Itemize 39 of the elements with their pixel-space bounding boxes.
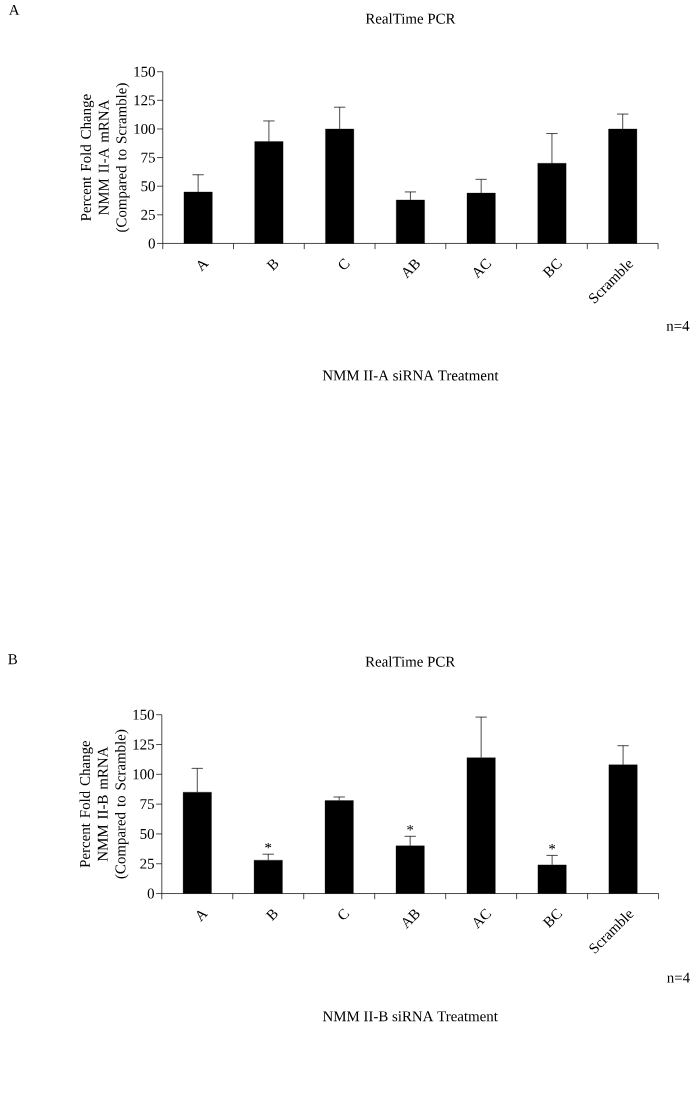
x-tick-label: B	[265, 909, 278, 922]
x-tick-label: A	[196, 910, 209, 922]
x-tick-label: C	[338, 908, 350, 920]
y-tick-label: 100	[133, 769, 154, 780]
y-tick-label: 100	[134, 123, 155, 134]
x-tick-label: A	[197, 260, 210, 272]
y-tick-label: 75	[141, 152, 155, 163]
y-tick-label: 50	[140, 828, 154, 839]
x-tick-label: AB	[403, 259, 420, 279]
x-tick-label: AC	[473, 908, 492, 929]
y-tick-label: 25	[141, 209, 155, 220]
y-tick-label: 125	[134, 95, 155, 106]
y-tick-label: 125	[133, 739, 154, 750]
x-tick-label: B	[266, 259, 279, 271]
y-tick-label: 75	[140, 799, 154, 810]
y-tick-label: 0	[148, 238, 155, 249]
x-tick-label: C	[338, 258, 350, 270]
text: n=4	[667, 972, 690, 983]
y-tick-label: 0	[147, 888, 154, 899]
text: A	[8, 4, 20, 15]
annotation: *	[265, 842, 272, 849]
x-tick-label: AC	[473, 258, 492, 279]
annotation: *	[407, 825, 414, 831]
x-axis-title: NMM II-A siRNA Treatment	[322, 370, 499, 381]
y-tick-label: 50	[141, 181, 155, 192]
y-tick-label: 150	[134, 66, 155, 77]
annotation: *	[549, 844, 556, 850]
y-axis-title: Percent Fold Change NMM II-B mRNA (Compared to Scramble)	[79, 729, 129, 879]
x-tick-label: AB	[402, 909, 420, 929]
text: B	[8, 654, 17, 665]
text: n=4	[666, 320, 690, 331]
y-tick-label: 25	[140, 858, 154, 869]
x-tick-label: BC	[542, 258, 563, 279]
y-tick-label: 150	[133, 709, 154, 720]
x-axis-title: NMM II-B siRNA Treatment	[322, 1011, 498, 1022]
chart-title: RealTime PCR	[365, 656, 456, 667]
x-tick-label: BC	[542, 908, 563, 929]
chart-title: RealTime PCR	[365, 13, 456, 24]
y-axis-title: Percent Fold Change NMM II-A mRNA (Compared to Scramble)	[80, 83, 130, 232]
